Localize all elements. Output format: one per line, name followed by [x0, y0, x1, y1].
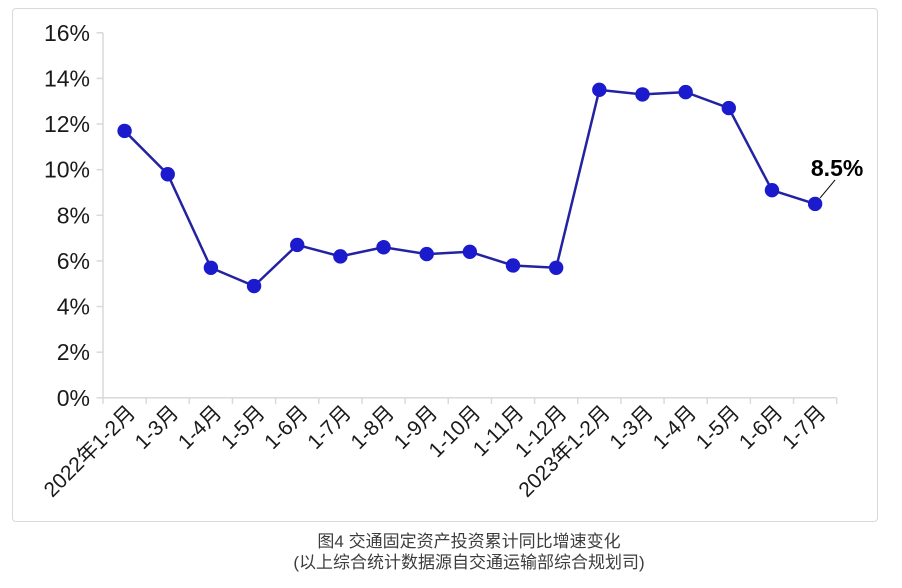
- y-tick-label: 6%: [57, 248, 90, 274]
- x-tick-label: 1-3月: [605, 401, 658, 454]
- x-tick-label: 1-3月: [131, 401, 184, 454]
- data-point: [203, 260, 219, 275]
- data-point: [160, 167, 175, 182]
- x-tick-label: 1-7月: [778, 401, 831, 454]
- x-tick-label: 1-6月: [260, 401, 313, 454]
- annotation-leader: [819, 179, 836, 199]
- y-tick-label: 12%: [44, 111, 90, 137]
- data-point: [592, 82, 607, 98]
- data-point: [807, 196, 823, 212]
- x-tick-label: 1-5月: [692, 401, 745, 454]
- caption-title: 图4 交通固定资产投资累计同比增速变化: [317, 532, 621, 551]
- data-point: [462, 244, 478, 259]
- caption-source: (以上综合统计数据源自交通运输部综合规划司): [293, 553, 645, 572]
- y-tick-label: 2%: [57, 339, 90, 365]
- data-point: [117, 123, 132, 139]
- data-point: [376, 240, 391, 255]
- annotation-label: 8.5%: [811, 155, 863, 181]
- y-tick-label: 8%: [57, 202, 90, 228]
- data-point: [419, 246, 434, 262]
- data-point: [635, 87, 650, 102]
- data-point: [678, 84, 693, 100]
- data-point: [721, 100, 737, 116]
- y-tick-label: 16%: [44, 20, 90, 46]
- data-point: [505, 258, 521, 273]
- x-tick-label: 1-6月: [735, 401, 788, 454]
- data-point: [333, 249, 348, 264]
- x-tick-label: 1-4月: [174, 401, 227, 454]
- x-tick-label: 1-8月: [346, 401, 399, 454]
- y-tick-label: 0%: [57, 385, 90, 411]
- x-tick-label: 2022年1-2月: [40, 401, 140, 501]
- data-point: [548, 260, 564, 275]
- figure-caption: 图4 交通固定资产投资累计同比增速变化 (以上综合统计数据源自交通运输部综合规划…: [12, 531, 878, 573]
- data-point: [246, 278, 262, 294]
- x-tick-label: 1-4月: [649, 401, 702, 454]
- chart-frame: [12, 8, 878, 522]
- y-tick-label: 4%: [57, 294, 90, 320]
- x-tick-label: 1-7月: [303, 401, 356, 454]
- y-tick-label: 10%: [44, 157, 90, 183]
- x-tick-label: 1-5月: [217, 401, 270, 454]
- data-point: [290, 237, 305, 253]
- y-tick-label: 14%: [44, 65, 90, 91]
- data-point: [764, 183, 780, 198]
